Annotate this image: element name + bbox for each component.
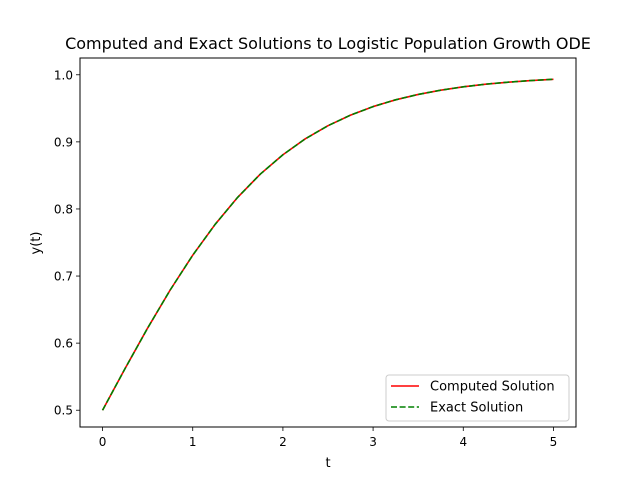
y-tick-label: 0.8 [54,202,73,216]
plot-series [101,78,554,411]
x-tick-label: 5 [550,435,558,449]
x-axis-label: t [325,456,330,471]
chart-title: Computed and Exact Solutions to Logistic… [65,34,591,53]
x-axis-ticks: 0 1 2 3 4 5 [99,427,558,449]
x-tick-label: 1 [189,435,197,449]
y-tick-label: 0.5 [54,404,73,418]
y-tick-label: 0.7 [54,270,73,284]
y-tick-label: 0.9 [54,135,73,149]
y-axis-ticks: 0.5 0.6 0.7 0.8 0.9 1.0 [54,68,80,418]
legend-label: Exact Solution [430,401,523,416]
series-line-exact [101,78,554,411]
plot-frame [79,57,577,428]
y-tick-label: 1.0 [54,68,73,82]
x-tick-label: 0 [99,435,107,449]
x-tick-label: 2 [279,435,287,449]
legend-entries: Computed Solution Exact Solution [391,380,555,416]
x-tick-label: 4 [459,435,467,449]
y-tick-label: 0.6 [54,337,73,351]
x-tick-label: 3 [369,435,377,449]
legend-label: Computed Solution [430,380,555,395]
legend-box [385,374,570,422]
legend: Computed Solution Exact Solution [385,374,570,422]
y-axis-label: y(t) [29,232,44,255]
